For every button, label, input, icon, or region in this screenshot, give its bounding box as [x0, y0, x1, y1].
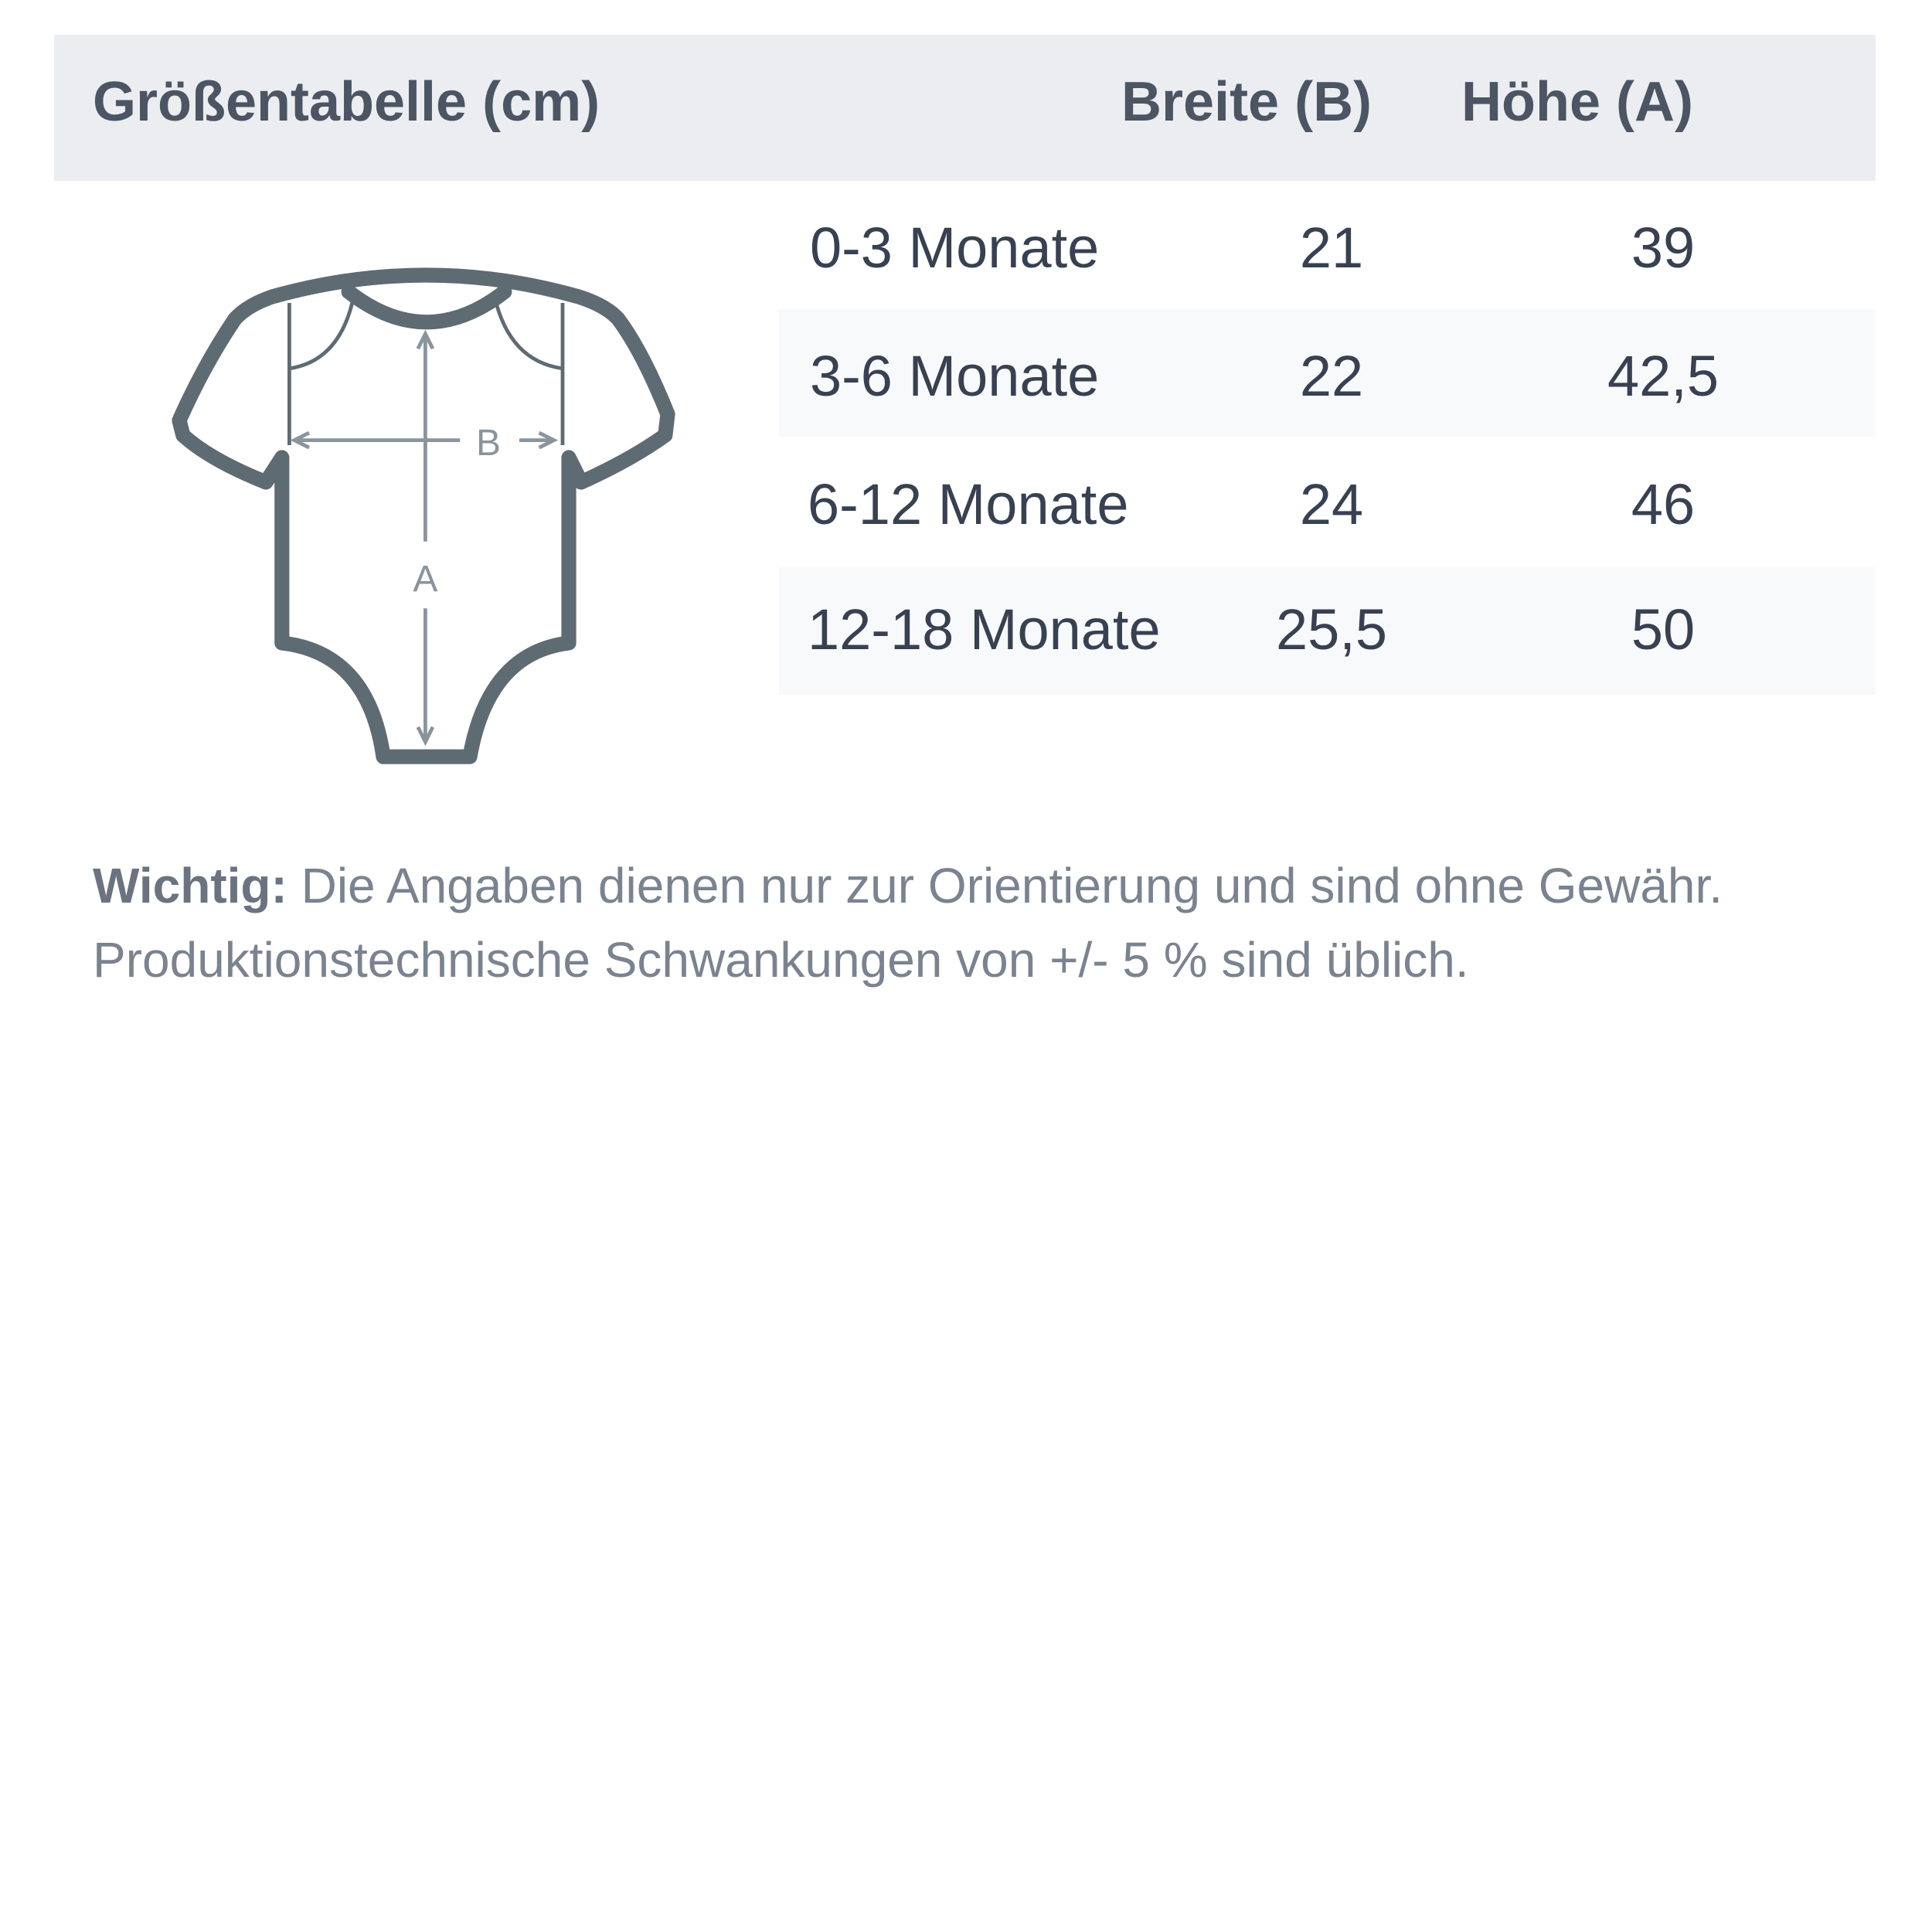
height-cell: 42,5 — [1607, 344, 1719, 408]
height-cell: 39 — [1631, 216, 1696, 280]
disclaimer-note: Wichtig: Die Angaben dienen nur zur Orie… — [93, 849, 1870, 997]
width-cell: 25,5 — [1275, 597, 1388, 662]
height-label: A — [413, 559, 437, 600]
width-cell: 24 — [1299, 472, 1364, 536]
table-title: Größentabelle (cm) — [93, 71, 600, 133]
column-header-width: Breite (B) — [1121, 71, 1372, 133]
size-cell: 12-18 Monate — [808, 597, 1161, 662]
height-cell: 46 — [1631, 472, 1696, 536]
width-label: B — [476, 423, 501, 464]
row-stripe — [779, 309, 1876, 437]
column-header-height: Höhe (A) — [1461, 71, 1693, 133]
note-text-2: Produktionstechnische Schwankungen von +… — [93, 932, 1469, 988]
width-cell: 21 — [1299, 216, 1364, 280]
row-stripe — [779, 567, 1876, 695]
height-cell: 50 — [1631, 597, 1696, 662]
width-cell: 22 — [1299, 344, 1364, 408]
note-bold: Wichtig: — [93, 858, 287, 913]
size-cell: 0-3 Monate — [810, 216, 1100, 280]
size-cell: 3-6 Monate — [810, 344, 1100, 408]
size-cell: 6-12 Monate — [808, 472, 1129, 536]
note-text: Die Angaben dienen nur zur Orientierung … — [287, 858, 1723, 913]
table-header — [54, 35, 1876, 181]
